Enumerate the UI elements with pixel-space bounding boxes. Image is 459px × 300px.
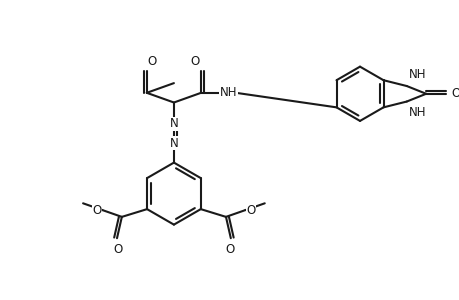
Text: NH: NH [219,86,236,99]
Text: O: O [92,204,101,217]
Text: O: O [190,55,200,68]
Text: O: O [246,204,255,217]
Text: NH: NH [408,68,425,81]
Text: N: N [169,137,178,150]
Text: O: O [147,55,157,68]
Text: O: O [450,87,459,100]
Text: O: O [113,243,123,256]
Text: O: O [225,243,234,256]
Text: N: N [169,117,178,130]
Text: NH: NH [408,106,425,119]
